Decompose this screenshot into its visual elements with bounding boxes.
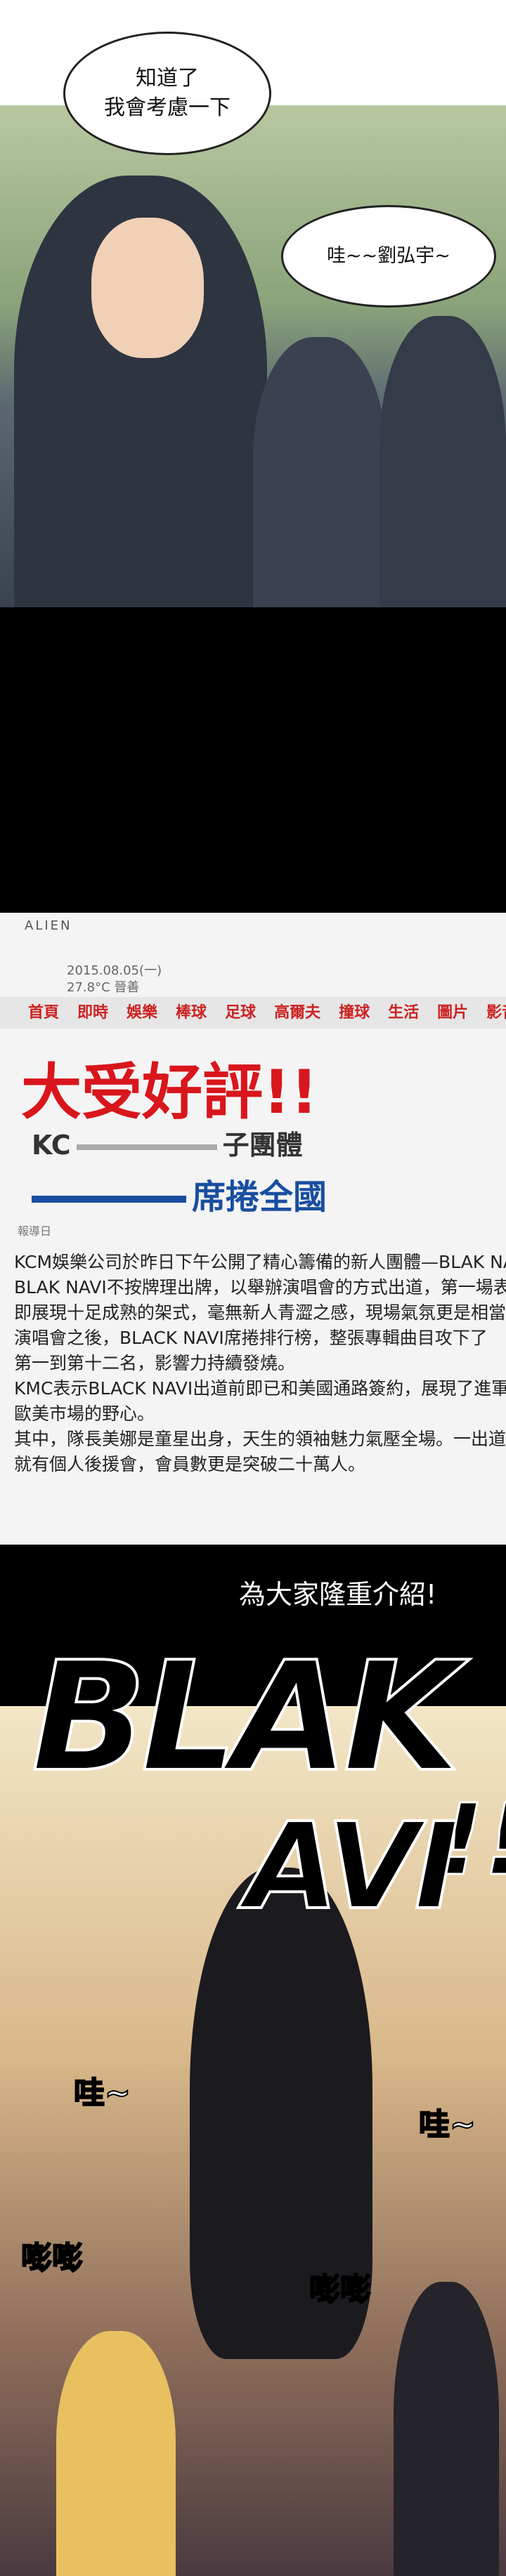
- character: [394, 2282, 499, 2576]
- subhead: 席捲全國: [32, 1169, 327, 1218]
- speech-text: 知道了: [136, 66, 199, 91]
- nav-item: 足球: [225, 1004, 257, 1022]
- nav-item: 首頁: [28, 1004, 60, 1022]
- site-name: ALIEN: [25, 918, 72, 933]
- title-text: AVI: [245, 1796, 460, 1938]
- scene-3: [0, 1706, 506, 2576]
- nav-item: 撞球: [339, 1004, 370, 1022]
- date: 2015.08.05(一): [67, 963, 162, 978]
- censor: [32, 1196, 186, 1203]
- article-line: KMC表示BLACK NAVI出道前即已和美國通路簽約，展現了進軍: [14, 1378, 506, 1399]
- speech-text: 哇~~劉弘宇~: [327, 245, 450, 267]
- subhead: KC 子團體: [32, 1123, 303, 1162]
- face: [91, 218, 204, 358]
- article-line: 其中，隊長美娜是童星出身，天生的領袖魅力氣壓全場。一出道: [14, 1429, 506, 1449]
- speech-bubble: 哇~~劉弘宇~: [281, 205, 496, 308]
- article-line: 歐美市場的野心。: [14, 1403, 155, 1424]
- subhead-text: 子團體: [222, 1130, 303, 1161]
- article-line: 就有個人後援會，會員數更是突破二十萬人。: [14, 1454, 366, 1474]
- caption: 為大家隆重介紹!: [239, 1579, 437, 1610]
- title-text: BLAK: [30, 1627, 462, 1806]
- sfx: 嘭嘭: [309, 2271, 372, 2309]
- speech-text: 我會考慮一下: [104, 95, 231, 120]
- nav-item: 即時: [77, 1004, 109, 1022]
- sfx: 嘭嘭: [20, 2240, 84, 2277]
- nav-item: 娛樂: [126, 1004, 158, 1022]
- sfx: 哇~: [418, 2106, 476, 2144]
- nav-bar: 首頁即時娛樂棒球足球高爾夫撞球生活圖片影音: [0, 997, 506, 1029]
- article: KCM娛樂公司於昨日下午公開了精心籌備的新人團體—BLAK NAVI BLAK N…: [14, 1248, 506, 1476]
- nav-item: 圖片: [437, 1004, 469, 1022]
- byline: 報導日: [18, 1224, 52, 1238]
- headline: 大受好評!!: [21, 1057, 318, 1128]
- subhead-text: 席捲全國: [192, 1177, 327, 1217]
- article-line: 第一到第十二名，影響力持續發燒。: [14, 1353, 296, 1373]
- nav-item: 生活: [388, 1004, 420, 1022]
- nav-item: 高爾夫: [274, 1004, 321, 1022]
- article-line: KCM娛樂公司於昨日下午公開了精心籌備的新人團體—BLAK NAVI: [14, 1252, 506, 1272]
- character: [56, 2331, 176, 2576]
- nav-item: 影音: [486, 1004, 506, 1022]
- subhead-text: KC: [32, 1130, 71, 1161]
- character: [253, 337, 387, 607]
- news-panel: ALIEN 2015.08.05(一) 27.8°C 晉善 首頁 即時 娛樂 棒球 足球…: [0, 913, 506, 1545]
- article-line: 即展現十足成熟的架式，毫無新人青澀之感，現場氣氛更是相當火熱: [14, 1302, 506, 1323]
- weather: 27.8°C 晉善: [67, 980, 140, 995]
- sfx: 哇~: [73, 2075, 131, 2112]
- character: [190, 1868, 372, 2359]
- character: [379, 316, 506, 607]
- scene-1: [0, 105, 506, 607]
- nav-item: 棒球: [176, 1004, 207, 1022]
- article-line: 演唱會之後，BLACK NAVI席捲排行榜，整張專輯曲目攻下了: [14, 1328, 488, 1348]
- speech-bubble: 知道了 我會考慮一下: [63, 32, 271, 155]
- article-line: BLAK NAVI不按牌理出牌，以舉辦演唱會的方式出道，第一場表演: [14, 1277, 506, 1297]
- censor: [76, 1144, 217, 1150]
- title-text: !!: [439, 1783, 506, 1899]
